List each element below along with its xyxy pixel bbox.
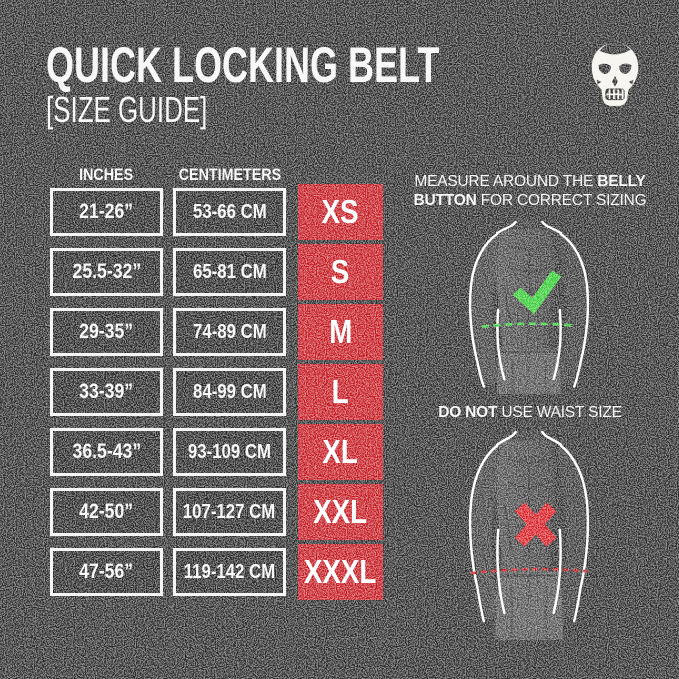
table-row-xxl: 42-50” 107-127 CM XXL — [50, 484, 383, 540]
column-header-centimeters: CENTIMETERS — [178, 165, 281, 184]
correct-measurement-figure — [468, 220, 590, 395]
table-row-s: 25.5-32” 65-81 CM S — [50, 244, 383, 300]
table-row-l: 33-39” 84-99 CM L — [50, 364, 383, 420]
size-table: 21-26” 53-66 CM XS 25.5-32” 65-81 CM S 2… — [50, 184, 383, 600]
inches-value: 42-50” — [50, 488, 163, 536]
cm-value: 53-66 CM — [173, 188, 286, 236]
table-row-xs: 21-26” 53-66 CM XS — [50, 184, 383, 240]
table-row-xxxl: 47-56” 119-142 CM XXXL — [50, 544, 383, 600]
cm-value: 84-99 CM — [173, 368, 286, 416]
table-row-m: 29-35” 74-89 CM M — [50, 304, 383, 360]
measure-instruction: MEASURE AROUND THE BELLY BUTTON FOR CORR… — [413, 173, 647, 209]
inches-value: 25.5-32” — [50, 248, 163, 296]
skull-icon — [591, 43, 639, 106]
incorrect-measurement-figure — [468, 430, 590, 640]
size-badge: XXL — [298, 484, 383, 540]
size-badge: L — [298, 364, 383, 420]
size-badge: XS — [298, 184, 383, 240]
cm-value: 65-81 CM — [173, 248, 286, 296]
column-header-inches: INCHES — [79, 165, 134, 184]
page-title: QUICK LOCKING BELT — [46, 37, 440, 93]
inches-value: 29-35” — [50, 308, 163, 356]
size-badge: XL — [298, 424, 383, 480]
page-subtitle: [SIZE GUIDE] — [46, 89, 208, 130]
size-badge: S — [298, 244, 383, 300]
inches-value: 21-26” — [50, 188, 163, 236]
size-badge: M — [298, 304, 383, 360]
cm-value: 74-89 CM — [173, 308, 286, 356]
table-row-xl: 36.5-43” 93-109 CM XL — [50, 424, 383, 480]
inches-value: 47-56” — [50, 548, 163, 596]
inches-value: 33-39” — [50, 368, 163, 416]
cm-value: 93-109 CM — [173, 428, 286, 476]
size-badge: XXXL — [298, 544, 383, 600]
cm-value: 119-142 CM — [173, 548, 286, 596]
waist-warning: DO NOT USE WAIST SIZE — [438, 404, 622, 421]
inches-value: 36.5-43” — [50, 428, 163, 476]
cm-value: 107-127 CM — [173, 488, 286, 536]
